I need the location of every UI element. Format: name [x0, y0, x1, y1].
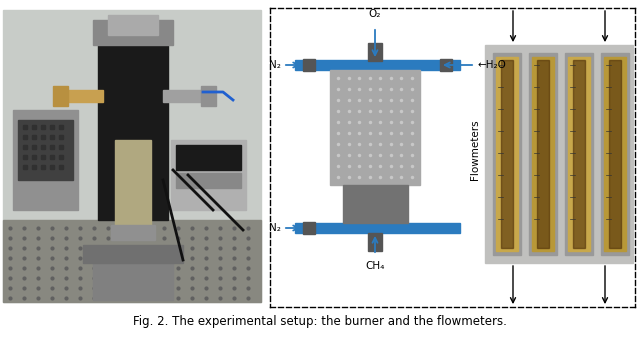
- Bar: [295, 223, 460, 233]
- Bar: [13, 110, 78, 210]
- Bar: [93, 20, 173, 45]
- Bar: [604, 57, 626, 251]
- Text: O₂: O₂: [369, 9, 381, 19]
- Bar: [601, 53, 629, 255]
- Bar: [501, 60, 513, 248]
- Bar: [493, 53, 521, 255]
- Bar: [485, 45, 633, 263]
- Bar: [303, 59, 315, 71]
- Bar: [496, 57, 518, 251]
- Text: N₂: N₂: [269, 60, 281, 70]
- Bar: [565, 53, 593, 255]
- Bar: [171, 140, 246, 210]
- Bar: [529, 53, 557, 255]
- Text: Fig. 2. The experimental setup: the burner and the flowmeters.: Fig. 2. The experimental setup: the burn…: [133, 315, 507, 328]
- Bar: [58, 90, 103, 102]
- Bar: [573, 60, 585, 248]
- Bar: [83, 245, 183, 263]
- Bar: [53, 86, 68, 106]
- Bar: [330, 70, 420, 185]
- Text: Flowmeters: Flowmeters: [470, 120, 480, 180]
- Bar: [303, 222, 315, 234]
- Bar: [108, 15, 158, 35]
- Bar: [440, 59, 452, 71]
- Text: N₂: N₂: [269, 223, 281, 233]
- Bar: [111, 225, 155, 240]
- Bar: [115, 140, 151, 230]
- Bar: [609, 60, 621, 248]
- Bar: [3, 220, 261, 302]
- Bar: [163, 90, 203, 102]
- Bar: [176, 145, 241, 170]
- Bar: [93, 260, 173, 300]
- Bar: [98, 30, 168, 220]
- Bar: [568, 57, 590, 251]
- Text: CH₄: CH₄: [365, 261, 385, 271]
- Bar: [532, 57, 554, 251]
- Bar: [3, 10, 261, 302]
- Bar: [368, 43, 382, 61]
- Bar: [537, 60, 549, 248]
- Bar: [343, 185, 408, 223]
- Text: ←H₂O: ←H₂O: [477, 60, 506, 70]
- Bar: [18, 120, 73, 180]
- Bar: [201, 86, 216, 106]
- Bar: [176, 173, 241, 188]
- Bar: [368, 233, 382, 251]
- Bar: [295, 60, 460, 70]
